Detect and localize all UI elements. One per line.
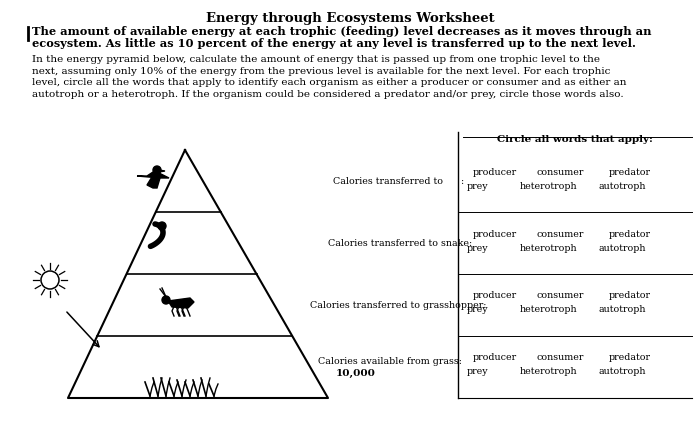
Text: producer: producer	[473, 229, 517, 238]
Circle shape	[158, 222, 166, 230]
Text: producer: producer	[473, 354, 517, 363]
Text: predator: predator	[609, 229, 651, 238]
Text: predator: predator	[609, 291, 651, 300]
Circle shape	[162, 296, 170, 304]
Text: 10,000: 10,000	[336, 369, 376, 377]
Text: ecosystem. As little as 10 percent of the energy at any level is transferred up : ecosystem. As little as 10 percent of th…	[32, 38, 636, 49]
Polygon shape	[137, 172, 169, 178]
Text: consumer: consumer	[536, 229, 584, 238]
Text: autotroph: autotroph	[598, 181, 645, 190]
Text: predator: predator	[609, 354, 651, 363]
Text: heterotroph: heterotroph	[519, 244, 577, 253]
Text: prey: prey	[467, 368, 489, 377]
Text: autotroph or a heterotroph. If the organism could be considered a predator and/o: autotroph or a heterotroph. If the organ…	[32, 89, 624, 98]
Polygon shape	[147, 172, 160, 188]
Text: heterotroph: heterotroph	[519, 306, 577, 315]
Text: prey: prey	[467, 244, 489, 253]
Text: In the energy pyramid below, calculate the amount of energy that is passed up fr: In the energy pyramid below, calculate t…	[32, 55, 600, 64]
Text: prey: prey	[467, 306, 489, 315]
Text: heterotroph: heterotroph	[519, 368, 577, 377]
Polygon shape	[159, 170, 165, 172]
Text: Calories transferred to grasshopper:: Calories transferred to grasshopper:	[310, 300, 486, 309]
Text: autotroph: autotroph	[598, 368, 645, 377]
Text: producer: producer	[473, 167, 517, 176]
Text: prey: prey	[467, 181, 489, 190]
Text: consumer: consumer	[536, 354, 584, 363]
Text: autotroph: autotroph	[598, 244, 645, 253]
Circle shape	[153, 166, 161, 174]
Text: consumer: consumer	[536, 167, 584, 176]
Text: Energy through Ecosystems Worksheet: Energy through Ecosystems Worksheet	[206, 12, 494, 25]
Circle shape	[41, 271, 59, 289]
Text: Calories transferred to      :: Calories transferred to :	[333, 176, 464, 185]
Text: Calories available from grass:: Calories available from grass:	[318, 357, 462, 366]
Text: next, assuming only 10% of the energy from the previous level is available for t: next, assuming only 10% of the energy fr…	[32, 66, 610, 75]
Text: autotroph: autotroph	[598, 306, 645, 315]
Text: predator: predator	[609, 167, 651, 176]
Text: producer: producer	[473, 291, 517, 300]
Text: consumer: consumer	[536, 291, 584, 300]
Text: heterotroph: heterotroph	[519, 181, 577, 190]
Text: The amount of available energy at each trophic (feeding) level decreases as it m: The amount of available energy at each t…	[32, 26, 652, 37]
Text: Calories transferred to snake:: Calories transferred to snake:	[328, 238, 472, 247]
Polygon shape	[168, 298, 194, 308]
Text: Circle all words that apply:: Circle all words that apply:	[497, 135, 653, 144]
Text: level, circle all the words that apply to identify each organism as either a pro: level, circle all the words that apply t…	[32, 78, 626, 87]
